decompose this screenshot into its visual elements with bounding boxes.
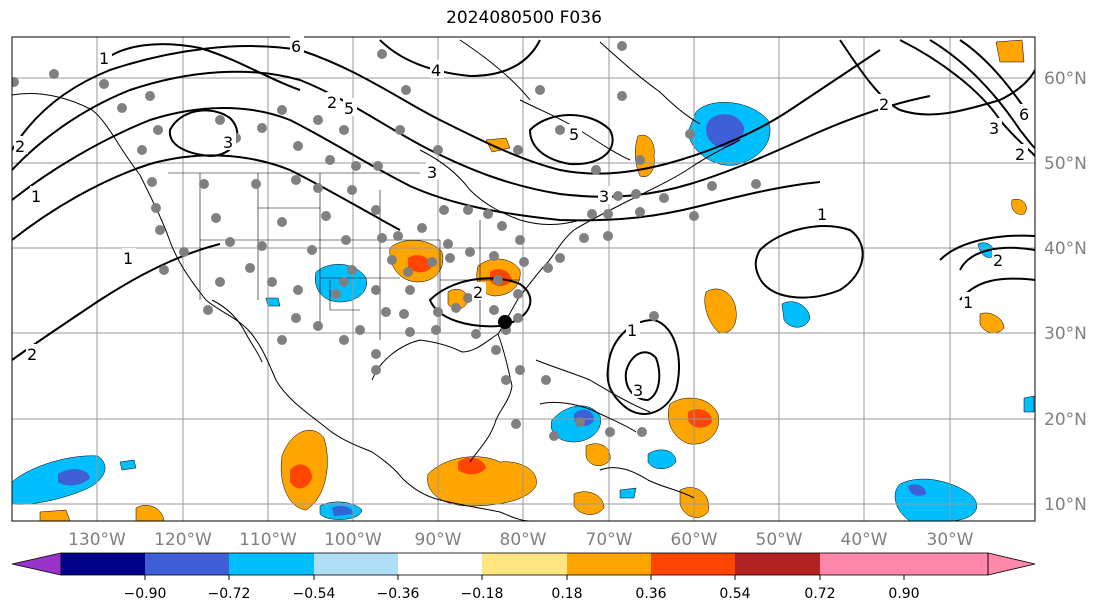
colorbar-tick-label: 0.54 (719, 586, 750, 602)
lat-label: 50°N (1044, 154, 1087, 174)
lon-label: 120°W (154, 530, 212, 550)
colorbar-extend-right (987, 552, 1036, 576)
colorbar-tick-label: −0.18 (461, 586, 504, 602)
highlight-station-marker (498, 315, 512, 329)
contour-label: 6 (1019, 105, 1029, 124)
latitude-labels: 60°N 50°N 40°N 30°N 20°N 10°N (1044, 69, 1087, 515)
colorbar-tick-label: −0.72 (208, 586, 251, 602)
lon-label: 50°W (756, 530, 803, 550)
lat-label: 20°N (1044, 410, 1087, 430)
colorbar-tick-label: −0.36 (377, 586, 420, 602)
colorbar-segment (651, 553, 735, 575)
colorbar-segment (735, 553, 820, 575)
colorbar-tick-label: −0.54 (293, 586, 336, 602)
colorbar-tick-label: 0.72 (804, 586, 835, 602)
contour-label: 3 (223, 133, 233, 152)
map-title: 2024080500 F036 (446, 8, 602, 28)
lon-label: 90°W (415, 530, 462, 550)
lat-label: 60°N (1044, 69, 1087, 89)
colorbar-segment (145, 553, 229, 575)
contour-label: 6 (291, 37, 301, 56)
contour-label: 3 (633, 381, 643, 400)
contour-lines (12, 39, 1035, 415)
colorbar-segment (567, 553, 651, 575)
contour-label: 4 (431, 61, 441, 80)
colorbar: −0.90 −0.72 −0.54 −0.36 −0.18 0.18 0.36 … (11, 552, 1036, 602)
colorbar-tick-label: 0.18 (551, 586, 582, 602)
lat-label: 10°N (1044, 495, 1087, 515)
contour-label: 1 (123, 249, 133, 268)
lon-label: 130°W (68, 530, 126, 550)
colorbar-segment (229, 553, 314, 575)
contour-label: 2 (993, 251, 1003, 270)
contour-label: 5 (569, 125, 579, 144)
lon-label: 40°W (841, 530, 888, 550)
colorbar-segment (482, 553, 567, 575)
colorbar-tick-label: 0.90 (888, 586, 919, 602)
colorbar-extend-left (11, 552, 62, 576)
lon-label: 70°W (586, 530, 633, 550)
contour-label: 1 (963, 293, 973, 312)
station-markers (12, 41, 761, 441)
contour-label: 2 (327, 93, 337, 112)
longitude-labels: 130°W 120°W 110°W 100°W 90°W 80°W 70°W 6… (68, 530, 974, 550)
colorbar-tick-label: 0.36 (635, 586, 666, 602)
lon-label: 30°W (927, 530, 974, 550)
contour-label: 5 (344, 99, 354, 118)
contour-label: 2 (27, 345, 37, 364)
colorbar-segment (904, 553, 988, 575)
contour-label: 1 (99, 49, 109, 68)
lon-label: 110°W (239, 530, 297, 550)
contour-label: 2 (15, 137, 25, 156)
lon-label: 80°W (500, 530, 547, 550)
lat-label: 40°N (1044, 239, 1087, 259)
contour-label-group: 6 5 4 3 2 1 2 1 5 3 2 6 3 2 1 2 1 1 3 (14, 36, 1032, 400)
contour-label: 2 (473, 283, 483, 302)
colorbar-tick-label: −0.90 (124, 586, 167, 602)
contour-label: 1 (627, 321, 637, 340)
colorbar-segment (820, 553, 904, 575)
contour-label: 3 (989, 119, 999, 138)
colorbar-segment (398, 553, 482, 575)
state-borders (168, 172, 520, 340)
map-area (12, 37, 1035, 521)
gridlines (12, 37, 1035, 521)
contour-label: 1 (31, 187, 41, 206)
map-frame (11, 36, 1036, 522)
contour-label: 3 (599, 187, 609, 206)
contour-label: 2 (879, 95, 889, 114)
contour-label: 3 (427, 163, 437, 182)
contour-label: 1 (817, 205, 827, 224)
lat-label: 30°N (1044, 324, 1087, 344)
lon-label: 100°W (324, 530, 382, 550)
lon-label: 60°W (671, 530, 718, 550)
colorbar-segment (61, 553, 145, 575)
colorbar-segment (314, 553, 398, 575)
contour-label: 2 (1015, 145, 1025, 164)
